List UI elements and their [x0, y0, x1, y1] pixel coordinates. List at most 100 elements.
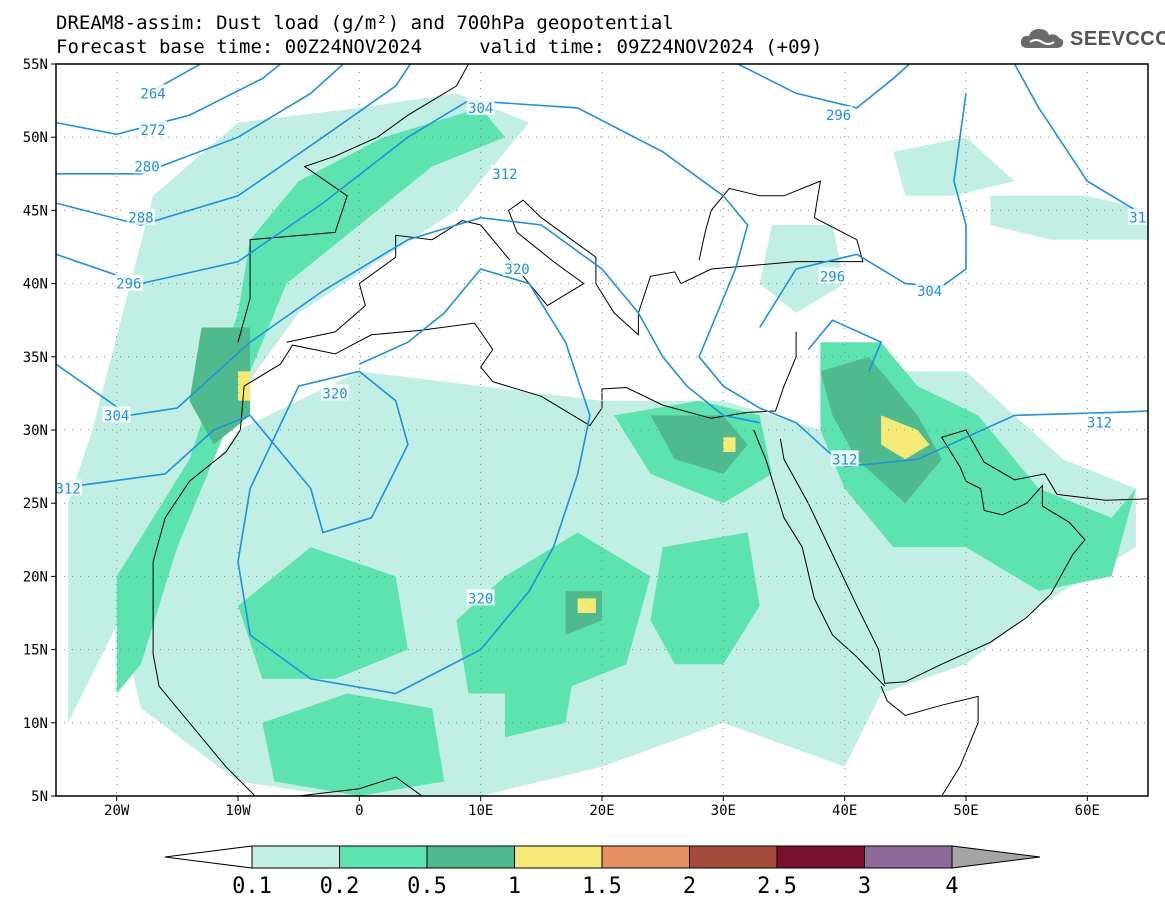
colorbar-swatch	[689, 845, 778, 869]
dust-region-medium	[262, 693, 445, 796]
colorbar-label: 2.5	[757, 874, 797, 899]
contour-label-bg	[466, 589, 495, 606]
contour-label-bg	[126, 208, 155, 225]
geopotential-contour	[56, 64, 412, 226]
lon-label: 50E	[953, 803, 978, 819]
contour-label: 312	[55, 482, 80, 498]
colorbar-label: 2	[683, 874, 696, 899]
contour-label: 296	[116, 277, 141, 293]
contour-label-bg	[830, 450, 859, 467]
coastline	[152, 561, 423, 796]
cloud-icon	[1020, 29, 1064, 48]
lat-label: 15N	[23, 643, 48, 659]
contour-label: 304	[104, 408, 129, 424]
contour-label: 320	[468, 591, 493, 607]
colorbar-label: 0.1	[232, 874, 272, 899]
contour-label-bg	[466, 98, 495, 115]
colorbar-swatch	[251, 845, 340, 869]
contour-label: 304	[468, 101, 493, 117]
dust-region-medium	[238, 547, 408, 679]
colorbar-label: 1.5	[582, 874, 622, 899]
lat-label: 55N	[23, 57, 48, 73]
lon-label: 10E	[468, 803, 493, 819]
lon-label: 0	[355, 803, 363, 819]
coastline	[779, 429, 1148, 684]
dust-region-light	[68, 93, 530, 723]
coastline	[286, 180, 864, 343]
dust-region-dark	[820, 356, 942, 504]
contour-label-bg	[1085, 413, 1114, 430]
dust-region-light	[759, 225, 845, 313]
colorbar-swatch	[776, 845, 865, 869]
contour-label-bg	[503, 259, 532, 276]
dust-region-yellow	[577, 598, 596, 613]
contour-label: 288	[128, 211, 153, 227]
lon-label: 20W	[104, 803, 130, 819]
contour-label: 280	[134, 159, 159, 175]
colorbar-swatch	[426, 845, 515, 869]
geopotential-contour	[736, 64, 911, 109]
lat-label: 10N	[23, 716, 48, 732]
colorbar-label: 0.5	[407, 874, 447, 899]
lat-label: 50N	[23, 130, 48, 146]
contour-label-bg	[1127, 208, 1148, 225]
coastline	[880, 686, 979, 796]
geopotential-contour	[56, 268, 591, 695]
contour-label-bg	[102, 406, 131, 423]
colorbar-label: 1	[508, 874, 521, 899]
lat-label: 25N	[23, 496, 48, 512]
colorbar: 0.1 0.2 0.5 1 1.5 2 2.5 3 4	[164, 845, 1041, 899]
contour-label: 312	[492, 167, 517, 183]
colorbar-swatch	[514, 845, 603, 869]
geopotential-contour	[56, 64, 282, 136]
geopotential-contour	[56, 64, 345, 175]
contour-label: 264	[140, 86, 165, 102]
lat-label: 30N	[23, 423, 48, 439]
dust-region-dark	[650, 415, 748, 474]
lat-label: 40N	[23, 277, 48, 293]
lat-label: 35N	[23, 350, 48, 366]
contour-label-bg	[133, 157, 161, 174]
seevccc-logo: SEEVCCC	[1018, 26, 1165, 52]
contour-label-bg	[824, 106, 853, 123]
colorbar-swatch	[339, 845, 428, 869]
dust-region-yellow	[881, 415, 930, 460]
contour-label-bg	[490, 164, 519, 181]
dust-region-light	[893, 137, 1015, 196]
contour-label-bg	[139, 84, 168, 101]
contour-label: 312	[1087, 416, 1112, 432]
geopotential-contours: 264 272 280 288 296 304 312 304 312 320 320 320 296 3…	[55, 64, 1154, 695]
contour-label-bg	[915, 281, 944, 298]
dust-region-medium	[456, 532, 651, 694]
contour-label: 320	[322, 386, 347, 402]
colorbar-swatch	[864, 845, 953, 869]
lat-label: 45N	[23, 203, 48, 219]
contour-label-bg	[818, 267, 847, 284]
map-title: DREAM8-assim: Dust load (g/m²) and 700hP…	[56, 12, 674, 34]
geopotential-contour	[807, 319, 883, 372]
lat-label: 5N	[31, 789, 48, 805]
coastlines-borders	[152, 64, 1148, 796]
longitude-labels: 20W 10W 0 10E 20E 30E 40E 50E 60E	[104, 796, 1100, 819]
logo-text: SEEVCCC	[1070, 27, 1165, 50]
contour-label: 320	[504, 262, 529, 278]
lat-label: 20N	[23, 569, 48, 585]
colorbar-swatch	[601, 845, 690, 869]
contour-label: 296	[826, 108, 851, 124]
contour-label: 272	[140, 123, 165, 139]
dust-region-medium	[504, 649, 578, 738]
colorbar-label: 0.2	[320, 874, 360, 899]
dust-region-yellow	[723, 437, 736, 452]
coastline	[753, 429, 886, 687]
colorbar-label: 4	[945, 874, 958, 899]
contour-label: 304	[917, 284, 942, 300]
contour-label-bg	[139, 120, 168, 137]
contour-label: 312	[832, 452, 857, 468]
forecast-time-line: Forecast base time: 00Z24NOV2024 valid t…	[56, 36, 823, 58]
dust-region-medium	[116, 107, 505, 694]
dust-region-medium	[650, 532, 760, 665]
colorbar-label: 3	[858, 874, 871, 899]
contour-label: 312	[1129, 211, 1154, 227]
lon-label: 20E	[589, 803, 614, 819]
